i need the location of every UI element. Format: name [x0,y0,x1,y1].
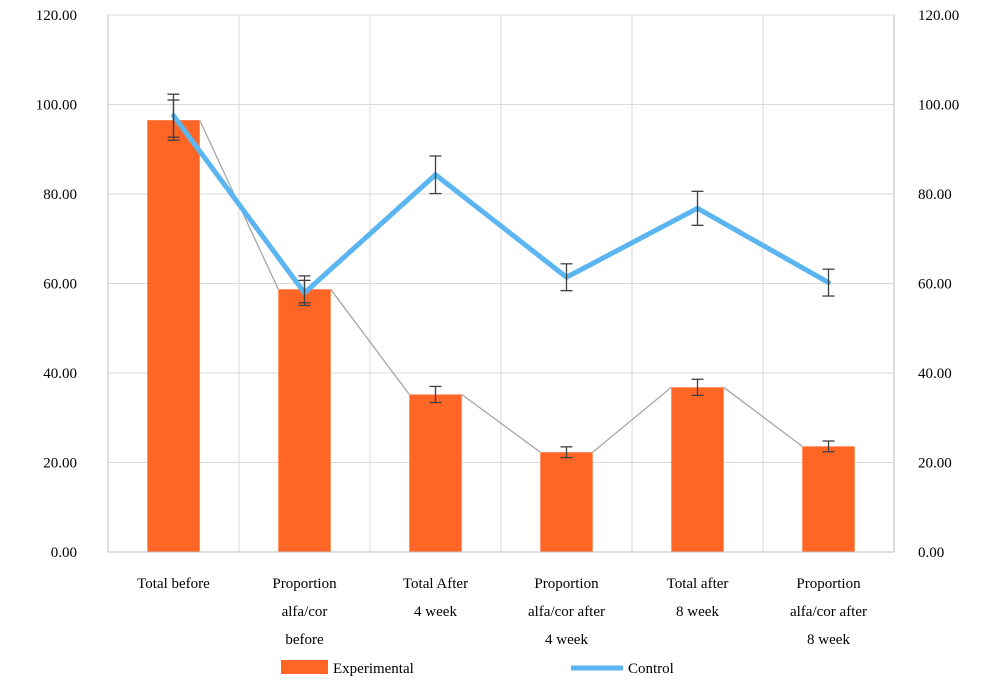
control-line-series [171,113,831,296]
left-y-tick-label: 20.00 [43,456,77,472]
category-label-line: 8 week [676,604,719,620]
category-label-line: Total After [403,576,468,592]
bar-experimental [671,387,724,552]
bar-experimental [147,120,200,552]
right-y-tick-labels: 0.00 20.00 40.00 60.00 80.00 100.00 120.00 [918,8,959,561]
right-y-tick-label: 20.00 [918,456,952,472]
experimental-bars [147,120,855,552]
series-connector-line [723,386,803,447]
category-label-line: Proportion [796,576,861,592]
left-y-tick-label: 100.00 [36,98,77,114]
left-y-tick-label: 80.00 [43,187,77,203]
category-label: Proportion alfa/cor after 4 week [528,576,605,648]
line-control [171,113,831,296]
category-label-line: Proportion [272,576,337,592]
category-labels: Total before Proportion alfa/cor before Tota… [137,576,867,648]
series-connector-line [461,393,541,453]
right-y-tick-label: 120.00 [918,8,959,24]
category-label-line: Proportion [534,576,599,592]
category-label-line: before [285,632,324,648]
category-label-line: alfa/cor after [790,604,867,620]
category-label: Total after 8 week [667,576,729,620]
right-y-tick-label: 80.00 [918,187,952,203]
category-label: Total After 4 week [403,576,468,620]
category-label: Proportion alfa/cor before [272,576,337,648]
right-y-tick-label: 0.00 [918,545,944,561]
right-y-tick-label: 100.00 [918,98,959,114]
left-y-tick-label: 120.00 [36,8,77,24]
category-label: Total before [137,576,210,592]
legend-experimental-label: Experimental [333,661,414,677]
category-label-line: 4 week [414,604,457,620]
axes [107,15,895,553]
legend-experimental-swatch [281,660,328,674]
bar-experimental [802,446,855,552]
error-bars [167,93,835,459]
category-label: Proportion alfa/cor after 8 week [790,576,867,648]
series-connector-line [592,386,672,453]
chart-grid [107,14,895,553]
left-y-tick-label: 60.00 [43,277,77,293]
legend: Experimental Control [281,660,674,677]
series-connector-line [330,288,410,395]
bar-experimental [278,289,331,552]
category-label-line: Total before [137,576,210,592]
bar-experimental [540,452,593,552]
left-y-tick-labels: 0.00 20.00 40.00 60.00 80.00 100.00 120.00 [36,8,77,561]
category-label-line: Total after [667,576,729,592]
left-y-tick-label: 40.00 [43,366,77,382]
category-label-line: alfa/cor after [528,604,605,620]
category-label-line: 8 week [807,632,850,648]
legend-control-label: Control [628,661,674,677]
right-y-tick-label: 60.00 [918,277,952,293]
bar-experimental [409,394,462,552]
right-y-tick-label: 40.00 [918,366,952,382]
category-label-line: 4 week [545,632,588,648]
category-label-line: alfa/cor [282,604,328,620]
left-y-tick-label: 0.00 [51,545,77,561]
